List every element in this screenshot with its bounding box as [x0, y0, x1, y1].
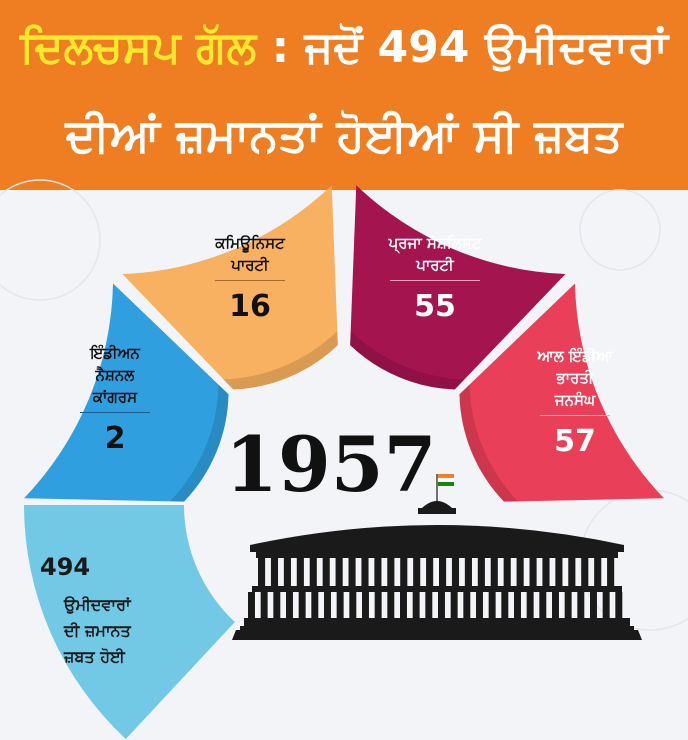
segment-layer — [24, 185, 664, 740]
segment-total-forfeited: 494 ਉਮੀਦਵਾਰਾਂ ਦੀ ਜ਼ਮਾਨਤ ਜ਼ਬਤ ਹੋਈ — [40, 552, 180, 670]
party-label-communist: ਕਮਿਊਨਿਸਟ ਪਾਰਟੀ — [215, 234, 285, 274]
party-value-jana-sangh: 57 — [554, 424, 596, 459]
headline-rest: : ਜਦੋਂ 494 ਉਮੀਦਵਾਰਾਂ — [256, 22, 668, 73]
headline-line-2: ਦੀਆਂ ਜ਼ਮਾਨਤਾਂ ਹੋਈਆਂ ਸੀ ਜ਼ਬਤ — [65, 108, 623, 162]
headline-line-1: ਦਿਲਚਸਪ ਗੱਲ : ਜਦੋਂ 494 ਉਮੀਦਵਾਰਾਂ — [0, 22, 688, 73]
segment-band-praja-socialist — [350, 331, 465, 390]
year-label: 1957 — [225, 420, 437, 509]
segment-band-jana-sangh — [459, 384, 518, 502]
segment-shape-praja-socialist — [350, 185, 566, 390]
segment-congress: ਇੰਡੀਅਨ ਨੈਸ਼ਨਲ ਕਾਂਗਰਸ 2 — [55, 342, 175, 457]
party-value-congress: 2 — [104, 421, 126, 456]
segment-shape-jana-sangh — [459, 283, 664, 502]
party-label-praja-socialist: ਪ੍ਰਜਾ ਸੋਸ਼ਲਿਸਟ ਪਾਰਟੀ — [388, 234, 482, 274]
segment-praja-socialist: ਪ੍ਰਜਾ ਸੋਸ਼ਲਿਸਟ ਪਾਰਟੀ 55 — [355, 232, 515, 325]
headline-highlight: ਦਿਲਚਸਪ ਗੱਲ — [20, 22, 257, 73]
party-value-praja-socialist: 55 — [414, 289, 456, 324]
segment-shape-communist — [122, 185, 338, 390]
segment-band-congress — [170, 384, 229, 502]
segment-jana-sangh: ਆਲ ਇੰਡੀਆ ਭਾਰਤੀ ਜਨਸੰਘ 57 — [510, 345, 640, 460]
segment-shape-congress — [24, 283, 229, 502]
party-value-communist: 16 — [229, 289, 271, 324]
total-label: ਉਮੀਦਵਾਰਾਂ ਦੀ ਜ਼ਮਾਨਤ ਜ਼ਬਤ ਹੋਈ — [64, 595, 131, 666]
headline-banner: ਦਿਲਚਸਪ ਗੱਲ : ਜਦੋਂ 494 ਉਮੀਦਵਾਰਾਂ ਦੀਆਂ ਜ਼ਮ… — [0, 0, 688, 190]
party-label-congress: ਇੰਡੀਅਨ ਨੈਸ਼ਨਲ ਕਾਂਗਰਸ — [90, 344, 140, 406]
total-value: 494 — [40, 553, 91, 581]
segment-communist: ਕਮਿਊਨਿਸਟ ਪਾਰਟੀ 16 — [190, 232, 310, 325]
party-label-jana-sangh: ਆਲ ਇੰਡੀਆ ਭਾਰਤੀ ਜਨਸੰਘ — [537, 347, 613, 409]
indian-flag-icon — [438, 474, 454, 478]
parliament-building-icon — [232, 474, 642, 640]
segment-shape-total — [24, 505, 235, 740]
segment-band-communist — [223, 331, 338, 390]
